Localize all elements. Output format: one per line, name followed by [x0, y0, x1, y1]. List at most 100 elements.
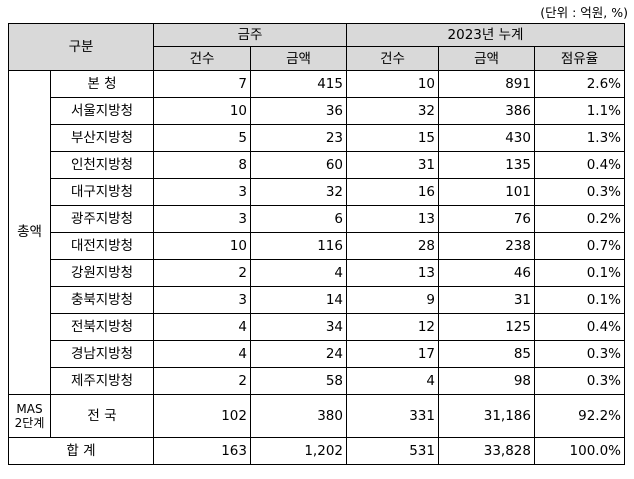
- table-row: 대전지방청 10 116 28 238 0.7%: [9, 232, 625, 260]
- cell: 4: [153, 340, 251, 368]
- cell: 17: [346, 340, 439, 368]
- table-row: 인천지방청 8 60 31 135 0.4%: [9, 151, 625, 179]
- cell: 8: [153, 151, 251, 179]
- row-name: 광주지방청: [50, 205, 154, 233]
- cell: 2.6%: [534, 70, 625, 98]
- header-col-count-cumulative: 건수: [346, 46, 439, 71]
- cell: 98: [438, 367, 535, 395]
- unit-note: (단위 : 억원, %): [540, 5, 628, 20]
- mas-label: MAS 2단계: [8, 394, 51, 438]
- cell: 34: [250, 313, 347, 341]
- header-category: 구분: [8, 23, 154, 71]
- table-row-total: 합 계 163 1,202 531 33,828 100.0%: [8, 437, 625, 465]
- cell: 33,828: [438, 437, 535, 465]
- cell: 58: [250, 367, 347, 395]
- row-name: 서울지방청: [50, 97, 154, 125]
- total-label: 합 계: [8, 437, 154, 465]
- cell: 32: [346, 97, 439, 125]
- table-row: 광주지방청 3 6 13 76 0.2%: [9, 205, 625, 233]
- table-row: 대구지방청 3 32 16 101 0.3%: [9, 178, 625, 206]
- cell: 85: [438, 340, 535, 368]
- cell: 0.4%: [534, 151, 625, 179]
- cell: 10: [346, 70, 439, 98]
- row-name: 본 청: [50, 70, 154, 98]
- cell: 125: [438, 313, 535, 341]
- cell: 1.3%: [534, 124, 625, 152]
- cell: 0.2%: [534, 205, 625, 233]
- cell: 24: [250, 340, 347, 368]
- cell: 60: [250, 151, 347, 179]
- cell: 92.2%: [534, 394, 625, 438]
- cell: 102: [153, 394, 251, 438]
- cell: 100.0%: [534, 437, 625, 465]
- row-name: 제주지방청: [50, 367, 154, 395]
- table-row: 서울지방청 10 36 32 386 1.1%: [9, 97, 625, 125]
- cell: 10: [153, 97, 251, 125]
- table-row: 제주지방청 2 58 4 98 0.3%: [9, 367, 625, 395]
- cell: 32: [250, 178, 347, 206]
- cell: 3: [153, 205, 251, 233]
- mas-label-line2: 2단계: [14, 416, 45, 430]
- header-group-current: 금주: [153, 23, 347, 47]
- cell: 16: [346, 178, 439, 206]
- cell: 163: [153, 437, 251, 465]
- cell: 0.1%: [534, 286, 625, 314]
- cell: 0.7%: [534, 232, 625, 260]
- cell: 14: [250, 286, 347, 314]
- header-group-cumulative: 2023년 누계: [346, 23, 625, 47]
- table-row: 경남지방청 4 24 17 85 0.3%: [9, 340, 625, 368]
- cell: 46: [438, 259, 535, 287]
- cell: 12: [346, 313, 439, 341]
- header-col-amount-cumulative: 금액: [438, 46, 535, 71]
- cell: 0.4%: [534, 313, 625, 341]
- cell: 31,186: [438, 394, 535, 438]
- mas-label-line1: MAS: [16, 402, 43, 416]
- cell: 13: [346, 205, 439, 233]
- table-row: 총액 본 청 7 415 10 891 2.6%: [8, 70, 625, 395]
- cell: 23: [250, 124, 347, 152]
- row-name: 대전지방청: [50, 232, 154, 260]
- cell: 5: [153, 124, 251, 152]
- row-name: 전북지방청: [50, 313, 154, 341]
- cell: 76: [438, 205, 535, 233]
- cell: 331: [346, 394, 439, 438]
- cell: 101: [438, 178, 535, 206]
- cell: 13: [346, 259, 439, 287]
- group-label: 총액: [8, 70, 51, 395]
- table-row: 전북지방청 4 34 12 125 0.4%: [9, 313, 625, 341]
- cell: 135: [438, 151, 535, 179]
- cell: 1,202: [250, 437, 347, 465]
- cell: 891: [438, 70, 535, 98]
- cell: 238: [438, 232, 535, 260]
- row-name: 충북지방청: [50, 286, 154, 314]
- cell: 4: [250, 259, 347, 287]
- cell: 380: [250, 394, 347, 438]
- header-col-amount-current: 금액: [250, 46, 347, 71]
- table-row: 강원지방청 2 4 13 46 0.1%: [9, 259, 625, 287]
- row-name: 대구지방청: [50, 178, 154, 206]
- cell: 386: [438, 97, 535, 125]
- cell: 0.1%: [534, 259, 625, 287]
- row-name: 강원지방청: [50, 259, 154, 287]
- row-name: 부산지방청: [50, 124, 154, 152]
- cell: 31: [438, 286, 535, 314]
- cell: 7: [153, 70, 251, 98]
- cell: 116: [250, 232, 347, 260]
- header-col-share: 점유율: [534, 46, 625, 71]
- cell: 0.3%: [534, 367, 625, 395]
- cell: 415: [250, 70, 347, 98]
- table-row: 충북지방청 3 14 9 31 0.1%: [9, 286, 625, 314]
- cell: 6: [250, 205, 347, 233]
- cell: 2: [153, 367, 251, 395]
- cell: 10: [153, 232, 251, 260]
- cell: 2: [153, 259, 251, 287]
- cell: 15: [346, 124, 439, 152]
- table-row-mas: MAS 2단계 전 국 102 380 331 31,186 92.2%: [8, 394, 625, 438]
- cell: 3: [153, 178, 251, 206]
- cell: 430: [438, 124, 535, 152]
- cell: 9: [346, 286, 439, 314]
- cell: 28: [346, 232, 439, 260]
- cell: 4: [153, 313, 251, 341]
- cell: 0.3%: [534, 340, 625, 368]
- status-table: 구분 금주 2023년 누계 건수 금액 건수 금액 점유율 총액 본 청 7 …: [8, 23, 625, 465]
